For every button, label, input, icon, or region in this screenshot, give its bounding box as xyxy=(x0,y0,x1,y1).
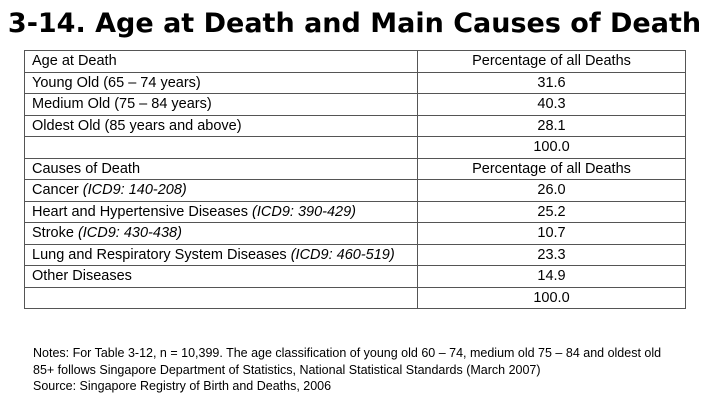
icd-code: (ICD9: 140-208) xyxy=(82,182,187,199)
page-title: 3-14. Age at Death and Main Causes of De… xyxy=(7,8,702,39)
row-label-cell xyxy=(24,136,418,159)
table-row: Heart and Hypertensive Diseases (ICD9: 3… xyxy=(24,200,686,223)
row-label-cell: Oldest Old (85 years and above) xyxy=(24,114,418,137)
notes-line-2: 85+ follows Singapore Department of Stat… xyxy=(33,362,541,377)
notes-line-1: Notes: For Table 3-12, n = 10,399. The a… xyxy=(33,346,662,360)
row-label-cell: Lung and Respiratory System Diseases (IC… xyxy=(24,243,418,266)
row-label-cell: Other Diseases xyxy=(24,265,418,288)
row-label-cell: Causes of Death xyxy=(24,157,418,180)
row-label: Heart and Hypertensive Diseases xyxy=(32,203,253,220)
table-row: 100.0 xyxy=(24,286,686,309)
row-value: 26.0 xyxy=(417,179,686,202)
row-value: Percentage of all Deaths xyxy=(417,157,686,180)
table-row: Stroke (ICD9: 430-438) 10.7 xyxy=(24,222,686,245)
row-label-cell: Stroke (ICD9: 430-438) xyxy=(24,222,418,245)
row-label-cell: Age at Death xyxy=(24,50,418,73)
data-table: Age at Death Percentage of all Deaths Youn… xyxy=(24,50,686,309)
row-label-cell xyxy=(24,286,418,309)
row-label: Stroke xyxy=(32,225,78,242)
row-value: 23.3 xyxy=(417,243,686,266)
table-row: 100.0 xyxy=(24,136,686,159)
row-value: 40.3 xyxy=(417,93,686,116)
row-value: 100.0 xyxy=(417,286,686,309)
row-label: Young Old (65 – 74 years) xyxy=(32,74,201,91)
row-value: Percentage of all Deaths xyxy=(417,50,686,73)
notes: Notes: For Table 3-12, n = 10,399. The a… xyxy=(33,345,693,395)
row-label-cell: Young Old (65 – 74 years) xyxy=(24,71,418,94)
icd-code: (ICD9: 390-429) xyxy=(252,203,356,220)
table-row: Causes of Death Percentage of all Deaths xyxy=(24,157,686,180)
icd-code: (ICD9: 430-438) xyxy=(77,225,182,242)
row-value: 10.7 xyxy=(417,222,686,245)
row-value: 25.2 xyxy=(417,200,686,223)
row-value: 100.0 xyxy=(417,136,686,159)
table-row: Cancer (ICD9: 140-208) 26.0 xyxy=(24,179,686,202)
row-label-cell: Cancer (ICD9: 140-208) xyxy=(24,179,418,202)
row-label-cell: Heart and Hypertensive Diseases (ICD9: 3… xyxy=(24,200,418,223)
table-row: Lung and Respiratory System Diseases (IC… xyxy=(24,243,686,266)
row-value: 31.6 xyxy=(417,71,686,94)
table-row: Oldest Old (85 years and above) 28.1 xyxy=(24,114,686,137)
table-row: Other Diseases 14.9 xyxy=(24,265,686,288)
row-label: Oldest Old (85 years and above) xyxy=(32,117,242,134)
row-value: 14.9 xyxy=(417,265,686,288)
row-label: Cancer xyxy=(32,182,83,199)
row-label-cell: Medium Old (75 – 84 years) xyxy=(24,93,418,116)
table-row: Age at Death Percentage of all Deaths xyxy=(24,50,686,73)
table-row: Medium Old (75 – 84 years) 40.3 xyxy=(24,93,686,116)
source-line: Source: Singapore Registry of Birth and … xyxy=(33,379,332,393)
row-value: 28.1 xyxy=(417,114,686,137)
row-label: Age at Death xyxy=(32,53,117,70)
row-label: Other Diseases xyxy=(32,268,132,285)
table-row: Young Old (65 – 74 years) 31.6 xyxy=(24,71,686,94)
icd-code: (ICD9: 460-519) xyxy=(290,246,395,263)
row-label: Medium Old (75 – 84 years) xyxy=(32,96,212,113)
row-label: Lung and Respiratory System Diseases xyxy=(32,246,291,263)
row-label: Causes of Death xyxy=(32,160,141,177)
